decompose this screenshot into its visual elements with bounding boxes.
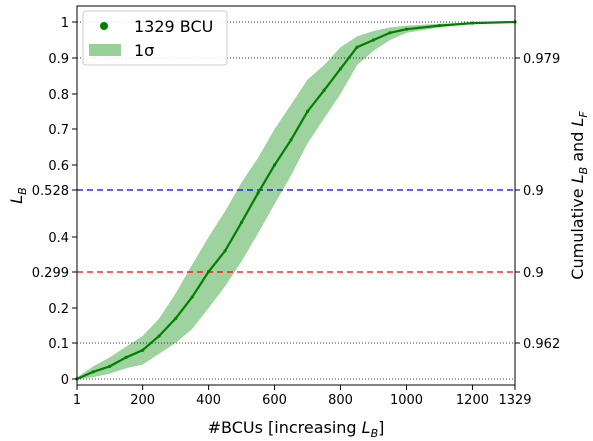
legend-label-sigma: 1σ bbox=[134, 41, 154, 60]
data-point bbox=[404, 27, 409, 31]
right-tick-label: 0.962 bbox=[523, 337, 560, 352]
y-axis-label: LB bbox=[7, 187, 29, 203]
data-point bbox=[91, 370, 95, 374]
reference-lines bbox=[77, 21, 515, 380]
x-tick-label: 1200 bbox=[456, 393, 489, 408]
right-axis-label: Cumulative LB and LF bbox=[568, 111, 590, 280]
data-point bbox=[272, 163, 277, 167]
y-tick-label: 0.4 bbox=[48, 231, 69, 246]
data-point bbox=[338, 67, 343, 71]
x-tick-label: 400 bbox=[196, 393, 221, 408]
data-point bbox=[437, 24, 442, 28]
data-point bbox=[141, 348, 145, 352]
legend-label-bcu: 1329 BCU bbox=[134, 17, 213, 36]
y-tick-label: 0.9 bbox=[48, 52, 69, 67]
data-point bbox=[124, 355, 128, 359]
y-tick-label: 0 bbox=[61, 373, 69, 388]
x-tick-label: 1 bbox=[73, 393, 81, 408]
data-point bbox=[239, 220, 244, 224]
x-tick-label: 200 bbox=[130, 393, 155, 408]
data-point bbox=[223, 249, 227, 253]
legend-marker-sigma bbox=[89, 44, 121, 56]
data-point bbox=[371, 38, 376, 42]
y-tick-label: 0.299 bbox=[32, 266, 69, 281]
right-tick-label: 0.9 bbox=[523, 184, 544, 199]
data-point bbox=[108, 364, 112, 368]
data-point bbox=[388, 31, 392, 35]
x-tick-label: 800 bbox=[328, 393, 353, 408]
right-tick-label: 0.9 bbox=[523, 266, 544, 281]
plot-frame bbox=[76, 5, 516, 386]
x-axis-label: #BCUs [increasing LB] bbox=[208, 418, 385, 440]
data-point bbox=[289, 138, 293, 142]
data-point bbox=[206, 270, 211, 274]
x-axis: 1 200 400 600 800 1000 1200 1329 bbox=[73, 385, 532, 408]
right-axis: 0.979 0.9 0.9 0.962 bbox=[515, 52, 560, 352]
data-point bbox=[190, 295, 194, 299]
x-tick-label: 1000 bbox=[390, 393, 423, 408]
data-point bbox=[355, 45, 359, 49]
y-axis: 0 0.1 0.2 0.299 0.4 0.528 0.6 0.7 0.8 0.9 1 bbox=[32, 16, 77, 388]
bcu-points bbox=[75, 20, 517, 381]
y-tick-label: 0.6 bbox=[48, 159, 69, 174]
legend: 1329 BCU 1σ bbox=[82, 10, 228, 66]
y-tick-label: 0.528 bbox=[32, 184, 69, 199]
sigma-band bbox=[77, 22, 515, 379]
data-point bbox=[305, 109, 310, 114]
data-point bbox=[470, 21, 475, 25]
y-tick-label: 0.2 bbox=[48, 302, 69, 317]
y-tick-label: 1 bbox=[61, 16, 69, 31]
data-point bbox=[322, 88, 326, 92]
right-tick-label: 0.979 bbox=[523, 52, 560, 67]
legend-marker-bcu bbox=[100, 22, 108, 30]
y-tick-label: 0.8 bbox=[48, 88, 69, 103]
bcu-curve bbox=[76, 20, 516, 381]
x-tick-label: 1329 bbox=[498, 393, 531, 408]
x-tick-label: 600 bbox=[262, 393, 287, 408]
y-tick-label: 0.1 bbox=[48, 337, 69, 352]
data-point bbox=[256, 191, 260, 195]
data-point bbox=[174, 316, 178, 321]
y-tick-label: 0.7 bbox=[48, 123, 69, 138]
data-point bbox=[157, 334, 161, 338]
sigma-band-area bbox=[77, 22, 515, 379]
